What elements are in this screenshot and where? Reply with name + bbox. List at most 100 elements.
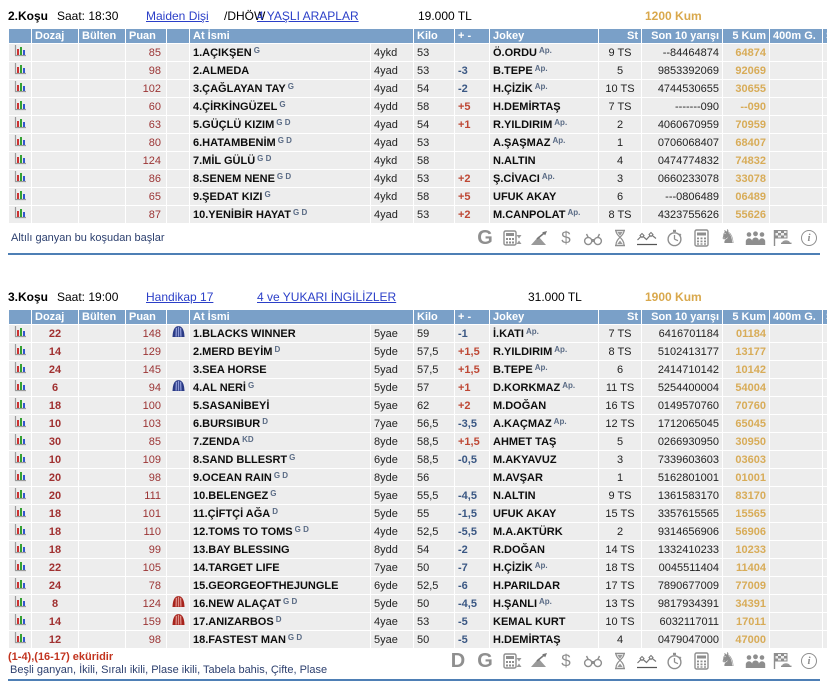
horse-stats-chart-icon[interactable] <box>9 613 31 630</box>
horse-stats-chart-icon[interactable] <box>9 631 31 648</box>
ganyan-g-icon[interactable]: G <box>477 649 493 672</box>
money-icon[interactable]: $ <box>561 228 571 247</box>
crowd-icon[interactable] <box>744 651 766 670</box>
horse-stats-chart-icon[interactable] <box>9 325 31 342</box>
calculator-icon[interactable] <box>690 651 712 670</box>
jokey-name[interactable]: H.ÇİZİK Ap. <box>490 80 598 97</box>
horse-stats-chart-icon[interactable] <box>9 505 31 522</box>
agf-calculator-icon[interactable] <box>501 229 523 248</box>
horse-name[interactable]: 4.AL NERİ G <box>190 379 370 396</box>
horse-name[interactable]: 5.SASANİBEYİ <box>190 397 370 414</box>
jokey-name[interactable]: H.PARILDAR <box>490 577 598 594</box>
horse-name[interactable]: 15.GEORGEOFTHEJUNGLE <box>190 577 370 594</box>
horse-name[interactable]: 1.BLACKS WINNER <box>190 325 370 342</box>
binoculars-icon[interactable] <box>582 651 604 670</box>
horse-stats-chart-icon[interactable] <box>9 62 31 79</box>
horse-name[interactable]: 9.ŞEDAT KIZI G <box>190 188 370 205</box>
horse-icon[interactable]: ♞ <box>719 227 737 248</box>
horse-name[interactable]: 8.SAND BLLESRT G <box>190 451 370 468</box>
horse-stats-chart-icon[interactable] <box>9 415 31 432</box>
horse-stats-chart-icon[interactable] <box>9 188 31 205</box>
jokey-name[interactable]: N.ALTIN <box>490 152 598 169</box>
jokey-name[interactable]: A.ŞAŞMAZ Ap. <box>490 134 598 151</box>
race-group-link[interactable]: 4 ve YUKARI İNGİLİZLER <box>257 290 397 304</box>
jokey-name[interactable]: Ö.ORDU Ap. <box>490 44 598 61</box>
horse-name[interactable]: 2.MERD BEYİM D <box>190 343 370 360</box>
jokey-name[interactable]: B.TEPE Ap. <box>490 361 598 378</box>
jokey-name[interactable]: R.YILDIRIM Ap. <box>490 343 598 360</box>
jokey-name[interactable]: N.ALTIN <box>490 487 598 504</box>
horse-name[interactable]: 12.TOMS TO TOMS G D <box>190 523 370 540</box>
jokey-name[interactable]: M.AKYAVUZ <box>490 451 598 468</box>
horse-name[interactable]: 9.OCEAN RAIN G D <box>190 469 370 486</box>
horse-stats-chart-icon[interactable] <box>9 577 31 594</box>
agf-calculator-icon[interactable] <box>501 651 523 670</box>
horse-stats-chart-icon[interactable] <box>9 487 31 504</box>
trend-icon[interactable] <box>528 651 550 670</box>
horse-name[interactable]: 18.FASTEST MAN G D <box>190 631 370 648</box>
jokey-name[interactable]: İ.KATI Ap. <box>490 325 598 342</box>
jokey-name[interactable]: M.DOĞAN <box>490 397 598 414</box>
horse-stats-chart-icon[interactable] <box>9 206 31 223</box>
info-icon[interactable]: i <box>798 229 820 248</box>
jokey-name[interactable]: AHMET TAŞ <box>490 433 598 450</box>
jokey-name[interactable]: D.KORKMAZ Ap. <box>490 379 598 396</box>
jokey-name[interactable]: H.DEMİRTAŞ <box>490 631 598 648</box>
horse-name[interactable]: 10.YENİBİR HAYAT G D <box>190 206 370 223</box>
horse-stats-chart-icon[interactable] <box>9 343 31 360</box>
jokey-name[interactable]: B.TEPE Ap. <box>490 62 598 79</box>
horse-stats-chart-icon[interactable] <box>9 451 31 468</box>
dozaj-d-icon[interactable]: D <box>450 649 466 672</box>
horse-name[interactable]: 5.GÜÇLÜ KIZIM G D <box>190 116 370 133</box>
stopwatch-icon[interactable] <box>663 229 685 248</box>
horse-name[interactable]: 6.HATAMBENİM G D <box>190 134 370 151</box>
crowd-icon[interactable] <box>744 229 766 248</box>
horse-name[interactable]: 3.ÇAĞLAYAN TAY G <box>190 80 370 97</box>
jokey-name[interactable]: Ş.CİVACI Ap. <box>490 170 598 187</box>
horse-name[interactable]: 13.BAY BLESSING <box>190 541 370 558</box>
horse-name[interactable]: 8.SENEM NENE G D <box>190 170 370 187</box>
horse-name[interactable]: 7.ZENDA KD <box>190 433 370 450</box>
horse-name[interactable]: 4.ÇİRKİNGÜZEL G <box>190 98 370 115</box>
horse-stats-chart-icon[interactable] <box>9 559 31 576</box>
horse-stats-chart-icon[interactable] <box>9 44 31 61</box>
jokey-name[interactable]: M.CANPOLAT Ap. <box>490 206 598 223</box>
jokey-name[interactable]: UFUK AKAY <box>490 505 598 522</box>
race-type-link[interactable]: Maiden Dişi <box>146 9 209 23</box>
race-group-link[interactable]: 4 YAŞLI ARAPLAR <box>257 9 359 23</box>
stopwatch-icon[interactable] <box>663 651 685 670</box>
trend-icon[interactable] <box>528 229 550 248</box>
calculator-icon[interactable] <box>690 229 712 248</box>
jokey-name[interactable]: H.DEMİRTAŞ <box>490 98 598 115</box>
jokey-name[interactable]: A.KAÇMAZ Ap. <box>490 415 598 432</box>
form-chart-icon[interactable] <box>636 651 658 670</box>
horse-stats-chart-icon[interactable] <box>9 469 31 486</box>
horse-name[interactable]: 14.TARGET LIFE <box>190 559 370 576</box>
jokey-name[interactable]: UFUK AKAY <box>490 188 598 205</box>
horse-stats-chart-icon[interactable] <box>9 397 31 414</box>
info-icon[interactable]: i <box>798 651 820 670</box>
jokey-name[interactable]: R.DOĞAN <box>490 541 598 558</box>
race-type-link[interactable]: Handikap 17 <box>146 290 214 304</box>
horse-stats-chart-icon[interactable] <box>9 541 31 558</box>
horse-name[interactable]: 7.MİL GÜLÜ G D <box>190 152 370 169</box>
binoculars-icon[interactable] <box>582 229 604 248</box>
horse-stats-chart-icon[interactable] <box>9 170 31 187</box>
jokey-name[interactable]: KEMAL KURT <box>490 613 598 630</box>
jokey-name[interactable]: H.ÇİZİK Ap. <box>490 559 598 576</box>
horse-icon[interactable]: ♞ <box>719 649 737 671</box>
horse-name[interactable]: 16.NEW ALAÇAT G D <box>190 595 370 612</box>
horse-stats-chart-icon[interactable] <box>9 379 31 396</box>
horse-stats-chart-icon[interactable] <box>9 98 31 115</box>
hourglass-icon[interactable] <box>609 229 631 248</box>
form-chart-icon[interactable] <box>636 229 658 248</box>
hourglass-icon[interactable] <box>609 651 631 670</box>
horse-stats-chart-icon[interactable] <box>9 361 31 378</box>
horse-stats-chart-icon[interactable] <box>9 134 31 151</box>
jokey-name[interactable]: H.ŞANLI Ap. <box>490 595 598 612</box>
horse-name[interactable]: 3.SEA HORSE <box>190 361 370 378</box>
horse-stats-chart-icon[interactable] <box>9 80 31 97</box>
jokey-name[interactable]: R.YILDIRIM Ap. <box>490 116 598 133</box>
horse-stats-chart-icon[interactable] <box>9 523 31 540</box>
ganyan-g-icon[interactable]: G <box>477 227 493 249</box>
